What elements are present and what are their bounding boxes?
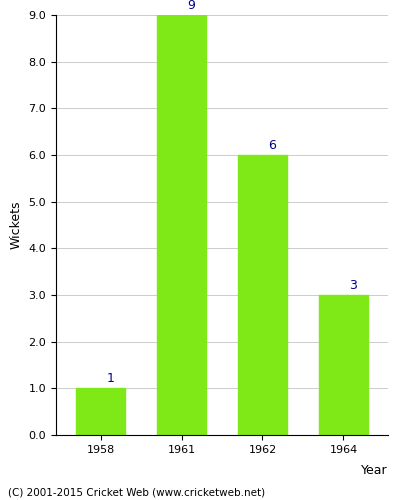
Text: 6: 6 <box>268 138 276 151</box>
Text: 9: 9 <box>187 0 195 12</box>
Y-axis label: Wickets: Wickets <box>10 200 23 249</box>
Text: Year: Year <box>361 464 388 477</box>
Bar <box>319 295 368 435</box>
Text: (C) 2001-2015 Cricket Web (www.cricketweb.net): (C) 2001-2015 Cricket Web (www.cricketwe… <box>8 488 265 498</box>
Text: 1: 1 <box>106 372 114 385</box>
Bar <box>76 388 125 435</box>
Bar <box>238 155 287 435</box>
Text: 3: 3 <box>349 278 357 291</box>
Bar <box>157 15 206 435</box>
